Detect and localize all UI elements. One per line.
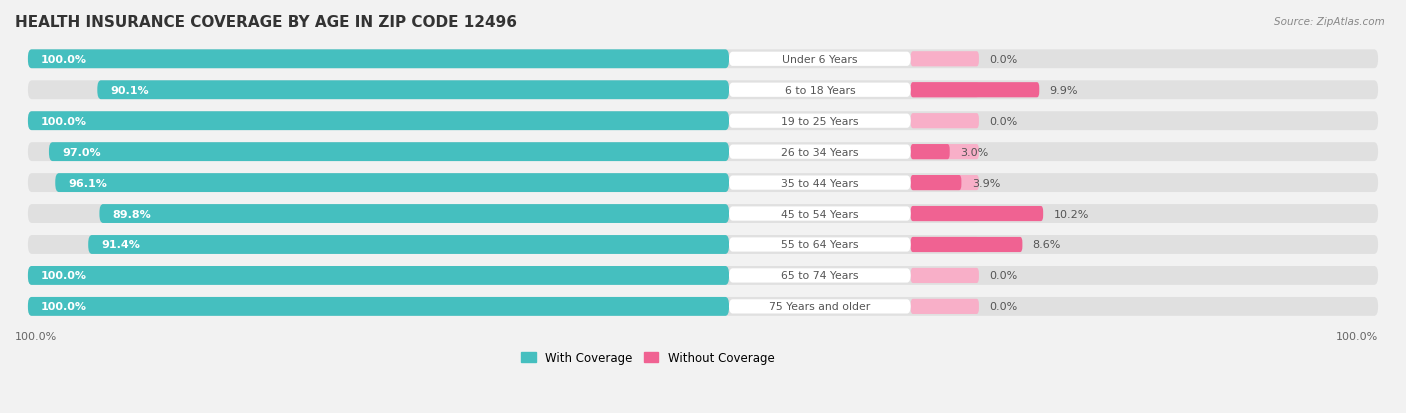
Text: 3.9%: 3.9% bbox=[972, 178, 1000, 188]
FancyBboxPatch shape bbox=[728, 83, 911, 97]
Text: 96.1%: 96.1% bbox=[69, 178, 107, 188]
Text: 55 to 64 Years: 55 to 64 Years bbox=[782, 240, 859, 250]
Text: 8.6%: 8.6% bbox=[1033, 240, 1062, 250]
Text: 0.0%: 0.0% bbox=[990, 116, 1018, 126]
FancyBboxPatch shape bbox=[28, 266, 1378, 285]
Text: Under 6 Years: Under 6 Years bbox=[782, 55, 858, 64]
FancyBboxPatch shape bbox=[728, 299, 911, 314]
FancyBboxPatch shape bbox=[28, 50, 1378, 69]
Legend: With Coverage, Without Coverage: With Coverage, Without Coverage bbox=[516, 347, 779, 369]
FancyBboxPatch shape bbox=[28, 81, 1378, 100]
Text: 10.2%: 10.2% bbox=[1053, 209, 1088, 219]
Text: 100.0%: 100.0% bbox=[1336, 331, 1378, 341]
FancyBboxPatch shape bbox=[28, 266, 730, 285]
FancyBboxPatch shape bbox=[911, 114, 979, 129]
FancyBboxPatch shape bbox=[28, 204, 1378, 223]
Text: 100.0%: 100.0% bbox=[41, 116, 87, 126]
Text: 19 to 25 Years: 19 to 25 Years bbox=[782, 116, 859, 126]
Text: 0.0%: 0.0% bbox=[990, 301, 1018, 312]
FancyBboxPatch shape bbox=[911, 83, 979, 98]
Text: 100.0%: 100.0% bbox=[15, 331, 58, 341]
FancyBboxPatch shape bbox=[911, 206, 1043, 222]
Text: 0.0%: 0.0% bbox=[990, 271, 1018, 281]
FancyBboxPatch shape bbox=[911, 145, 979, 160]
Text: 65 to 74 Years: 65 to 74 Years bbox=[782, 271, 859, 281]
Text: 26 to 34 Years: 26 to 34 Years bbox=[782, 147, 859, 157]
FancyBboxPatch shape bbox=[28, 112, 730, 131]
Text: 45 to 54 Years: 45 to 54 Years bbox=[782, 209, 859, 219]
Text: 6 to 18 Years: 6 to 18 Years bbox=[785, 85, 855, 95]
FancyBboxPatch shape bbox=[728, 52, 911, 67]
FancyBboxPatch shape bbox=[28, 297, 730, 316]
FancyBboxPatch shape bbox=[911, 52, 979, 67]
FancyBboxPatch shape bbox=[911, 237, 979, 252]
Text: 9.9%: 9.9% bbox=[1050, 85, 1078, 95]
FancyBboxPatch shape bbox=[911, 237, 1022, 252]
Text: 100.0%: 100.0% bbox=[41, 55, 87, 64]
Text: 97.0%: 97.0% bbox=[62, 147, 101, 157]
FancyBboxPatch shape bbox=[911, 145, 949, 160]
Text: 91.4%: 91.4% bbox=[101, 240, 141, 250]
FancyBboxPatch shape bbox=[728, 176, 911, 190]
Text: 89.8%: 89.8% bbox=[112, 209, 152, 219]
FancyBboxPatch shape bbox=[28, 297, 1378, 316]
FancyBboxPatch shape bbox=[911, 176, 979, 191]
FancyBboxPatch shape bbox=[89, 235, 730, 254]
Text: HEALTH INSURANCE COVERAGE BY AGE IN ZIP CODE 12496: HEALTH INSURANCE COVERAGE BY AGE IN ZIP … bbox=[15, 15, 517, 30]
Text: 0.0%: 0.0% bbox=[990, 55, 1018, 64]
FancyBboxPatch shape bbox=[728, 207, 911, 221]
FancyBboxPatch shape bbox=[911, 299, 979, 314]
Text: 100.0%: 100.0% bbox=[41, 301, 87, 312]
FancyBboxPatch shape bbox=[28, 50, 730, 69]
FancyBboxPatch shape bbox=[28, 235, 1378, 254]
FancyBboxPatch shape bbox=[28, 174, 1378, 192]
FancyBboxPatch shape bbox=[100, 204, 730, 223]
Text: 3.0%: 3.0% bbox=[960, 147, 988, 157]
FancyBboxPatch shape bbox=[911, 268, 979, 283]
FancyBboxPatch shape bbox=[911, 83, 1039, 98]
FancyBboxPatch shape bbox=[911, 206, 979, 222]
FancyBboxPatch shape bbox=[911, 176, 962, 191]
FancyBboxPatch shape bbox=[728, 145, 911, 159]
FancyBboxPatch shape bbox=[97, 81, 730, 100]
FancyBboxPatch shape bbox=[728, 238, 911, 252]
FancyBboxPatch shape bbox=[49, 143, 730, 161]
Text: 100.0%: 100.0% bbox=[41, 271, 87, 281]
FancyBboxPatch shape bbox=[728, 269, 911, 283]
Text: Source: ZipAtlas.com: Source: ZipAtlas.com bbox=[1274, 17, 1385, 26]
FancyBboxPatch shape bbox=[55, 174, 730, 192]
FancyBboxPatch shape bbox=[28, 143, 1378, 161]
Text: 35 to 44 Years: 35 to 44 Years bbox=[782, 178, 859, 188]
FancyBboxPatch shape bbox=[728, 114, 911, 128]
Text: 90.1%: 90.1% bbox=[110, 85, 149, 95]
FancyBboxPatch shape bbox=[28, 112, 1378, 131]
Text: 75 Years and older: 75 Years and older bbox=[769, 301, 870, 312]
